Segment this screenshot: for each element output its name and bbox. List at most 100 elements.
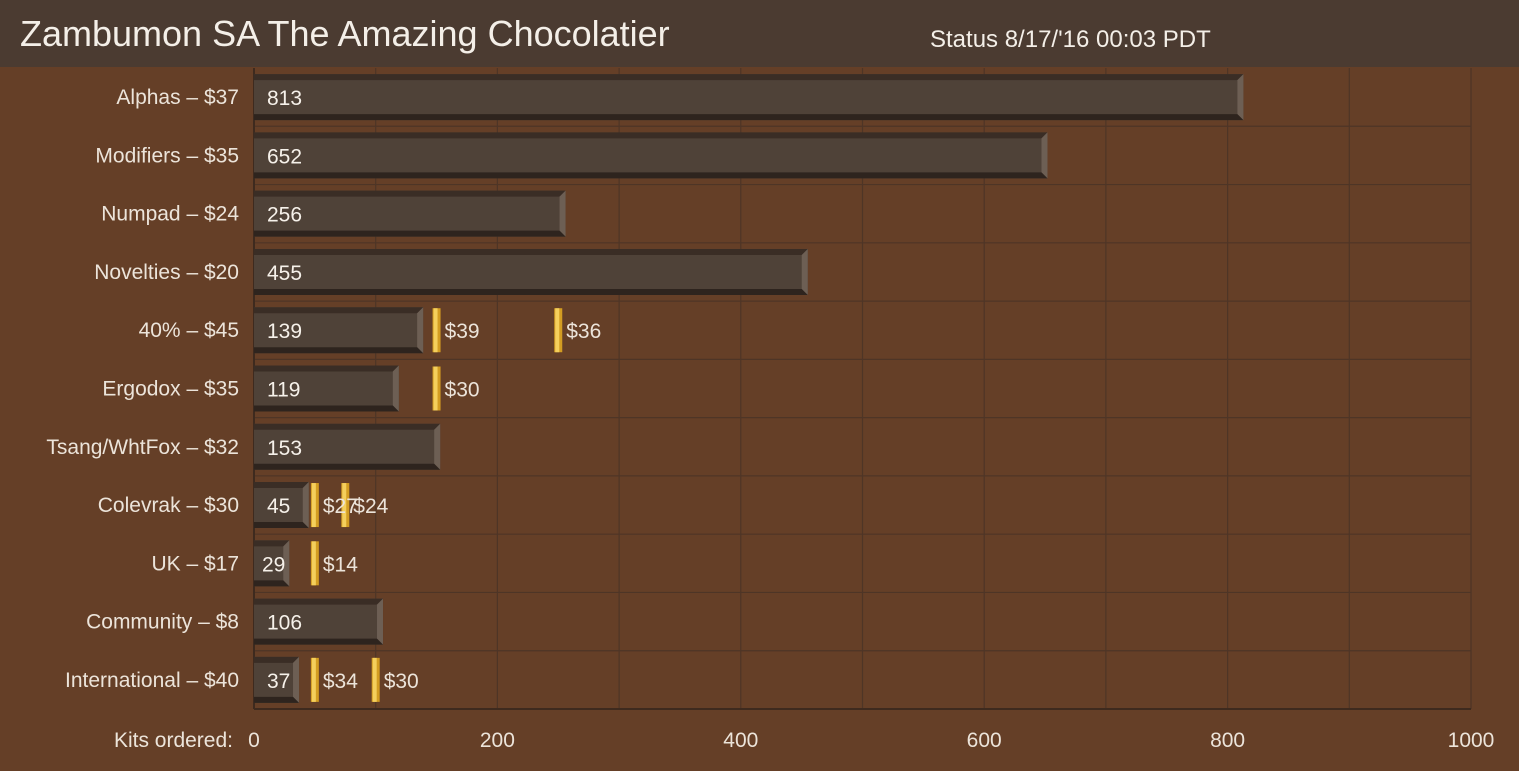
- bar-bevel-right: [293, 656, 300, 703]
- bar-bevel-right: [1237, 74, 1244, 121]
- bar-bevel-right: [434, 423, 441, 470]
- bar: [254, 132, 1048, 179]
- price-tier-label: $30: [384, 670, 419, 693]
- bar: [254, 423, 441, 470]
- bar-body: [254, 482, 309, 529]
- price-tier-label: $30: [445, 379, 480, 402]
- price-tier-label: $24: [353, 495, 388, 518]
- bar-body: [254, 307, 424, 354]
- bar-bevel-right: [392, 365, 399, 412]
- bars-layer: [254, 74, 1244, 703]
- bar-bevel-top: [254, 540, 290, 547]
- bar-bevel-bottom: [254, 172, 1048, 179]
- bar-bevel-bottom: [254, 696, 300, 703]
- bar: [254, 190, 566, 237]
- bar: [254, 598, 384, 645]
- price-tier-label: $34: [323, 670, 358, 693]
- x-tick-label: 0: [248, 729, 260, 752]
- category-label: Novelties – $20: [94, 261, 239, 284]
- bar-body: [254, 656, 300, 703]
- category-label: Community – $8: [86, 611, 239, 634]
- header-bar: Zambumon SA The Amazing Chocolatier Stat…: [0, 0, 1519, 67]
- bar-body: [254, 598, 384, 645]
- bar-bevel-top: [254, 482, 309, 489]
- bar-bevel-top: [254, 74, 1244, 81]
- bar-bevel-right: [302, 482, 309, 529]
- price-tier-label: $27: [323, 495, 358, 518]
- tier-marker-highlight: [342, 483, 347, 528]
- bar-bevel-bottom: [254, 230, 566, 237]
- bar-bevel-top: [254, 248, 808, 255]
- bar-bevel-right: [801, 248, 808, 295]
- x-axis: 0 200 400 600 800 1000 Kits ordered:: [114, 729, 1494, 752]
- tier-marker-highlight: [311, 657, 316, 702]
- bar-bevel-bottom: [254, 405, 399, 412]
- category-label: UK – $17: [151, 552, 239, 575]
- category-label: International – $40: [65, 669, 239, 692]
- bar-bevel-right: [377, 598, 384, 645]
- price-tier-marker: [432, 308, 441, 353]
- bar-bevel-right: [283, 540, 290, 587]
- bar-value-label: 455: [267, 262, 302, 285]
- tier-marker-highlight: [311, 483, 316, 528]
- bar-value-label: 256: [267, 204, 302, 227]
- price-tier-marker: [371, 657, 380, 702]
- x-tick-label: 400: [723, 729, 758, 752]
- category-label: Numpad – $24: [101, 203, 239, 226]
- x-tick-label: 800: [1210, 729, 1245, 752]
- tier-marker-highlight: [433, 366, 438, 411]
- bar: [254, 482, 309, 529]
- bar-bevel-bottom: [254, 580, 290, 587]
- price-tier-label: $14: [323, 553, 358, 576]
- bar-value-label: 37: [267, 670, 290, 693]
- bar-bevel-bottom: [254, 288, 808, 295]
- tier-marker-highlight: [372, 657, 377, 702]
- x-tick-label: 600: [967, 729, 1002, 752]
- bar-body: [254, 190, 566, 237]
- bar: [254, 365, 399, 412]
- price-tier-label: $39: [445, 320, 480, 343]
- tier-marker-highlight: [311, 541, 316, 586]
- bar-bevel-bottom: [254, 347, 424, 354]
- tier-marker-highlight: [433, 308, 438, 353]
- bar-bevel-right: [417, 307, 424, 354]
- bar-value-label: 813: [267, 87, 302, 110]
- bar-value-label: 652: [267, 145, 302, 168]
- bar-value-label: 139: [267, 320, 302, 343]
- bar-value-label: 45: [267, 495, 290, 518]
- bar-bevel-right: [1041, 132, 1048, 179]
- price-tier-marker: [310, 541, 319, 586]
- category-label: Ergodox – $35: [102, 378, 239, 401]
- bar-value-label: 153: [267, 437, 302, 460]
- bar-body: [254, 423, 441, 470]
- bar: [254, 540, 290, 587]
- bar-value-label: 29: [262, 553, 285, 576]
- bar-value-label: 119: [267, 379, 300, 402]
- bar-bevel-top: [254, 307, 424, 314]
- price-tier-marker: [554, 308, 563, 353]
- category-label: Colevrak – $30: [98, 494, 239, 517]
- bar-bevel-top: [254, 423, 441, 430]
- tier-marker-highlight: [555, 308, 560, 353]
- category-label: Alphas – $37: [116, 86, 239, 109]
- bar: [254, 248, 808, 295]
- price-tier-marker: [310, 657, 319, 702]
- bar-bevel-bottom: [254, 463, 441, 470]
- bar-body: [254, 74, 1244, 121]
- bar-body: [254, 365, 399, 412]
- page-title: Zambumon SA The Amazing Chocolatier: [20, 13, 670, 54]
- bar-bevel-right: [559, 190, 566, 237]
- x-axis-title: Kits ordered:: [114, 729, 233, 752]
- price-tier-marker: [310, 483, 319, 528]
- bar-bevel-bottom: [254, 638, 384, 645]
- bar-bevel-top: [254, 132, 1048, 139]
- bar-value-label: 106: [267, 612, 302, 635]
- category-label: Tsang/WhtFox – $32: [46, 436, 239, 459]
- bar-body: [254, 248, 808, 295]
- bar-bevel-bottom: [254, 522, 309, 529]
- price-tier-marker: [341, 483, 350, 528]
- category-label: Modifiers – $35: [95, 144, 239, 167]
- bar-bevel-top: [254, 656, 300, 663]
- status-timestamp: Status 8/17/'16 00:03 PDT: [930, 26, 1211, 53]
